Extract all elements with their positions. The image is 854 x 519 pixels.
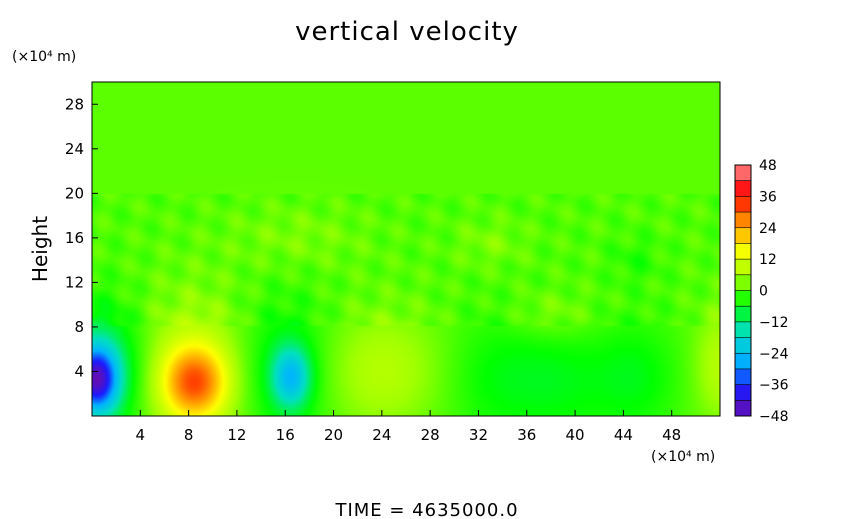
x-tick-label: 24 [372, 426, 391, 444]
x-tick-label: 28 [421, 426, 440, 444]
colorbar-tick-label: 48 [759, 158, 777, 174]
y-axis-label: Height [28, 216, 52, 282]
colorbar-bin [735, 321, 751, 339]
y-axis: 4 8 12 16 20 24 28 [65, 95, 98, 380]
colorbar-bin [735, 259, 751, 276]
colorbar: 48 36 24 12 0 −12 −24 −36 −48 [734, 158, 789, 425]
y-tick-label: 20 [65, 184, 84, 202]
x-tick-label: 44 [614, 426, 633, 444]
colorbar-tick-label: −48 [759, 409, 789, 425]
colorbar-bin [735, 368, 751, 386]
y-tick-label: 16 [65, 229, 84, 247]
x-tick-label: 20 [324, 426, 343, 444]
heatmap-field [92, 82, 720, 416]
y-tick-label: 4 [74, 362, 84, 380]
colorbar-bin [735, 227, 751, 244]
colorbar-bin [735, 180, 751, 197]
colorbar-tick-label: 36 [759, 189, 777, 205]
colorbar-tick-label: −36 [759, 378, 789, 394]
colorbar-bin [735, 290, 751, 307]
x-unit-label: (×10⁴ m) [651, 449, 715, 465]
x-tick-label: 12 [227, 426, 246, 444]
colorbar-tick-label: 0 [759, 284, 768, 300]
colorbar-bin [735, 165, 751, 182]
colorbar-bin [735, 196, 751, 213]
time-stamp: TIME = 4635000.0 [334, 500, 518, 519]
colorbar-bin [735, 274, 751, 291]
y-tick-label: 28 [65, 95, 84, 113]
plot-frame [91, 81, 721, 417]
colorbar-bin [735, 243, 751, 260]
colorbar-bins [735, 164, 751, 417]
y-unit-label: (×10⁴ m) [12, 49, 76, 65]
colorbar-bin [735, 337, 751, 354]
colorbar-tick-label: −24 [759, 346, 789, 362]
colorbar-tick-label: 12 [759, 252, 777, 268]
colorbar-labels: 48 36 24 12 0 −12 −24 −36 −48 [759, 158, 789, 425]
x-tick-label: 32 [469, 426, 488, 444]
colorbar-bin [735, 306, 751, 323]
colorbar-tick-label: 24 [759, 221, 777, 237]
colorbar-tick-label: −12 [759, 315, 789, 331]
chart-title: vertical velocity [295, 17, 519, 47]
y-tick-label: 12 [65, 273, 84, 291]
y-tick-label: 8 [74, 318, 84, 336]
x-tick-label: 16 [276, 426, 295, 444]
x-axis: 4 8 12 16 20 24 28 32 36 40 44 48 [136, 410, 681, 444]
y-tick-label: 24 [65, 140, 84, 158]
colorbar-bin [735, 384, 751, 401]
x-tick-label: 48 [662, 426, 681, 444]
plot-area [91, 81, 721, 417]
x-tick-label: 40 [566, 426, 585, 444]
colorbar-frame [734, 164, 752, 417]
x-tick-label: 4 [136, 426, 146, 444]
x-tick-label: 8 [184, 426, 194, 444]
colorbar-bin [735, 212, 751, 229]
colorbar-bin [735, 400, 751, 417]
x-tick-label: 36 [517, 426, 536, 444]
colorbar-bin [735, 353, 751, 370]
